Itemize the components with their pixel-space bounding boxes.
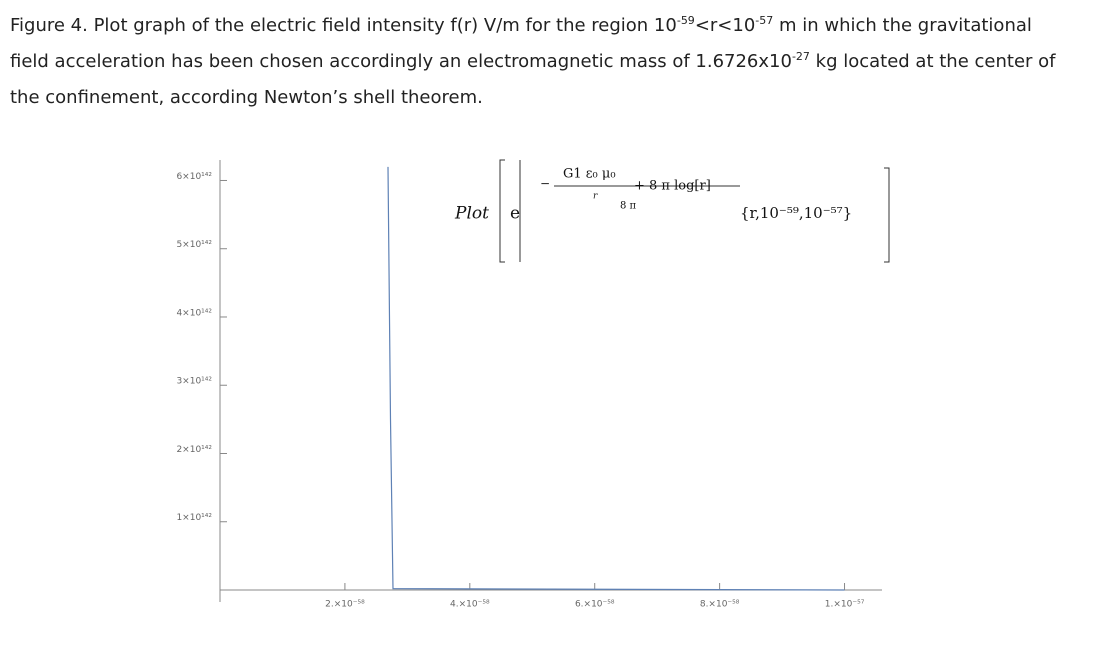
formula-brackets — [499, 159, 890, 263]
caption-text: Figure 4. — [10, 15, 88, 36]
caption-text: kg located at the center of the confinem… — [10, 51, 1056, 108]
y-tick-label: 5×10¹⁴² — [176, 240, 212, 250]
formula-minus: − — [540, 177, 550, 191]
caption-text: Plot graph of the electric field intensi… — [87, 15, 677, 36]
formula-range: {r,10⁻⁵⁹,10⁻⁵⁷} — [740, 204, 852, 222]
y-tick-label: 6×10¹⁴² — [176, 172, 212, 182]
caption-text: <r<10 — [694, 15, 756, 36]
formula-rest: + 8 π log[r] — [634, 179, 711, 194]
y-tick-label: 4×10¹⁴² — [176, 308, 212, 318]
formula-plot: Plot — [454, 204, 489, 224]
caption-text: -57 — [755, 14, 774, 27]
formula-base: e — [510, 204, 520, 224]
y-tick-label: 2×10¹⁴² — [176, 445, 212, 455]
figure-caption: Figure 4. Plot graph of the electric fie… — [10, 8, 1070, 116]
y-tick-label: 1×10¹⁴² — [176, 513, 212, 523]
line — [387, 166, 845, 591]
formula-numerator: G1 ε₀ μ₀ — [563, 167, 616, 182]
caption-text: m in which the gravitational field accel… — [10, 15, 1032, 72]
x-tick-label: 6.×10⁻⁵⁸ — [575, 600, 615, 610]
caption-text: -27 — [791, 50, 810, 63]
formula-denominator: 8 π — [620, 201, 637, 212]
x-tick-label: 4.×10⁻⁵⁸ — [450, 600, 490, 610]
caption-text: -59 — [676, 14, 695, 27]
x-tick-label: 2.×10⁻⁵⁸ — [325, 600, 365, 610]
formula-r: r — [593, 192, 598, 202]
y-tick-label: 3×10¹⁴² — [176, 377, 212, 387]
x-tick-label: 8.×10⁻⁵⁸ — [700, 600, 740, 610]
x-tick-label: 1.×10⁻⁵⁷ — [825, 600, 865, 610]
